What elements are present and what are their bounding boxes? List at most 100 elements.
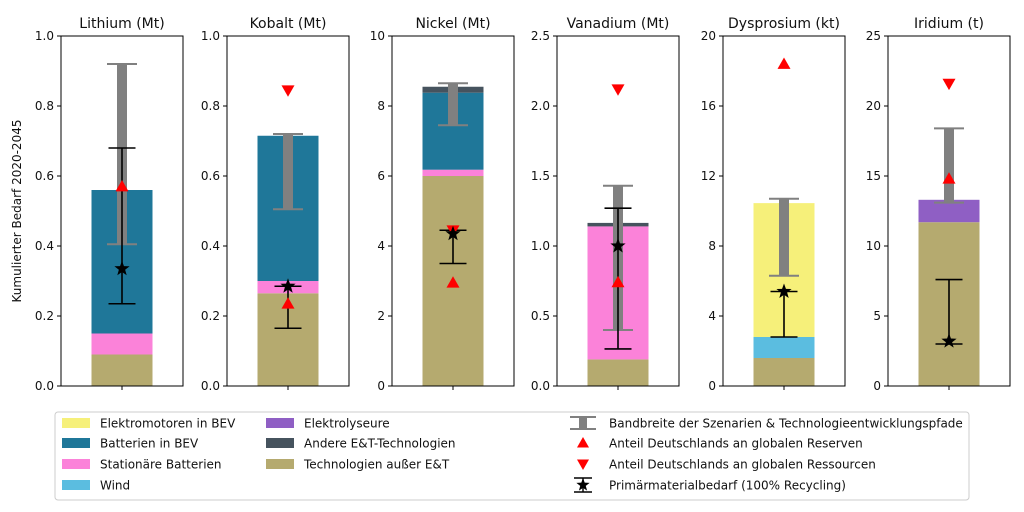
y-tick-label: 0 bbox=[708, 379, 716, 393]
y-tick-label: 0.2 bbox=[201, 309, 220, 323]
y-tick-label: 0.5 bbox=[531, 309, 550, 323]
bar-segment-station-re-batterien bbox=[91, 333, 153, 355]
panel-title: Lithium (Mt) bbox=[79, 16, 164, 32]
panel-iridium-t: 0 5 10 15 20 25 Iridium (t) bbox=[866, 16, 1011, 393]
range-band bbox=[448, 83, 458, 126]
y-tick-label: 4 bbox=[708, 309, 716, 323]
y-tick-label: 12 bbox=[701, 169, 716, 183]
y-axis-label: Kumulierter Bedarf 2020-2045 bbox=[10, 120, 24, 303]
y-tick-label: 8 bbox=[377, 99, 385, 113]
legend-label: Elektromotoren in BEV bbox=[100, 417, 236, 431]
y-tick-label: 0.4 bbox=[201, 239, 220, 253]
legend-swatch bbox=[266, 459, 294, 469]
resources-marker bbox=[942, 78, 956, 91]
primary-star bbox=[280, 278, 296, 293]
reserves-marker bbox=[942, 172, 956, 184]
panel-vanadium-mt: 0.0 0.5 1.0 1.5 2.0 2.5 Vanadium (Mt) bbox=[531, 16, 680, 393]
legend-label: Technologien außer E&T bbox=[303, 458, 450, 472]
legend-resources-marker bbox=[577, 459, 589, 470]
reserves-marker bbox=[777, 57, 791, 69]
legend-label: Batterien in BEV bbox=[100, 437, 199, 451]
legend-swatch bbox=[266, 438, 294, 448]
primary-star bbox=[114, 260, 130, 276]
panel-title: Nickel (Mt) bbox=[415, 16, 490, 32]
legend-item-anteil-deutschlands-an-globalen-reserven: Anteil Deutschlands an globalen Reserven bbox=[577, 437, 863, 451]
y-tick-label: 6 bbox=[377, 169, 385, 183]
panel-title: Iridium (t) bbox=[914, 16, 984, 32]
panel-nickel-mt: 0 2 4 6 8 10 Nickel (Mt) bbox=[370, 16, 515, 393]
y-tick-label: 4 bbox=[377, 239, 385, 253]
range-band bbox=[944, 128, 954, 203]
bar-segment-technologien-au-er-e-t bbox=[587, 359, 649, 386]
y-tick-label: 2.5 bbox=[531, 29, 550, 43]
legend-item-prim-rmaterialbedarf-100-recycling: Primärmaterialbedarf (100% Recycling) bbox=[574, 477, 846, 493]
legend-item-elektromotoren-in-bev: Elektromotoren in BEV bbox=[62, 417, 236, 431]
legend-label: Anteil Deutschlands an globalen Reserven bbox=[609, 437, 863, 451]
reserves-marker bbox=[446, 276, 460, 288]
legend-swatch bbox=[62, 418, 90, 428]
bar-segment-technologien-au-er-e-t bbox=[91, 354, 153, 386]
y-tick-label: 15 bbox=[866, 169, 881, 183]
y-tick-label: 0.6 bbox=[201, 169, 220, 183]
legend-swatch bbox=[62, 438, 90, 448]
y-tick-label: 0.4 bbox=[35, 239, 54, 253]
y-tick-label: 25 bbox=[866, 29, 881, 43]
legend-label: Primärmaterialbedarf (100% Recycling) bbox=[609, 479, 846, 493]
legend-item-andere-e-t-technologien: Andere E&T-Technologien bbox=[266, 437, 456, 451]
legend-label: Bandbreite der Szenarien & Technologieen… bbox=[609, 417, 963, 431]
y-tick-label: 0.2 bbox=[35, 309, 54, 323]
reserves-marker bbox=[115, 180, 129, 192]
y-tick-label: 0.0 bbox=[201, 379, 220, 393]
legend-item-elektrolyseure: Elektrolyseure bbox=[266, 417, 390, 431]
y-tick-label: 10 bbox=[866, 239, 881, 253]
legend-box bbox=[54, 411, 970, 501]
primary-star bbox=[941, 333, 957, 348]
resources-marker bbox=[611, 84, 625, 96]
bar-segment-station-re-batterien bbox=[422, 169, 484, 176]
y-tick-label: 0.8 bbox=[35, 99, 54, 113]
y-tick-label: 2.0 bbox=[531, 99, 550, 113]
range-band bbox=[779, 198, 789, 276]
y-tick-label: 1.0 bbox=[531, 239, 550, 253]
y-tick-label: 0 bbox=[377, 379, 385, 393]
legend-reserves-marker bbox=[577, 437, 589, 448]
y-tick-label: 2 bbox=[377, 309, 385, 323]
legend-item-batterien-in-bev: Batterien in BEV bbox=[62, 437, 199, 451]
legend-swatch bbox=[62, 459, 90, 469]
panel-dysprosium-kt: 0 4 8 12 16 20 Dysprosium (kt) bbox=[701, 16, 846, 393]
y-tick-label: 5 bbox=[873, 309, 881, 323]
y-tick-label: 0.0 bbox=[35, 379, 54, 393]
panel-lithium-mt: 0.0 0.2 0.4 0.6 0.8 1.0 Lithium (Mt) bbox=[35, 16, 184, 393]
y-tick-label: 0.8 bbox=[201, 99, 220, 113]
y-tick-label: 20 bbox=[701, 29, 716, 43]
primary-star bbox=[610, 238, 626, 253]
bar-segment-wind bbox=[753, 337, 815, 358]
legend-item-station-re-batterien: Stationäre Batterien bbox=[62, 458, 222, 472]
y-tick-label: 1.0 bbox=[201, 29, 220, 43]
bar-segment-technologien-au-er-e-t bbox=[753, 358, 815, 386]
y-tick-label: 0.0 bbox=[531, 379, 550, 393]
y-tick-label: 8 bbox=[708, 239, 716, 253]
range-band bbox=[283, 134, 293, 210]
y-tick-label: 0.6 bbox=[35, 169, 54, 183]
legend-label: Wind bbox=[100, 479, 130, 493]
y-tick-label: 16 bbox=[701, 99, 716, 113]
legend-label: Stationäre Batterien bbox=[100, 458, 222, 472]
legend-item-bandbreite-der-szenarien-technologieentwicklungspfade: Bandbreite der Szenarien & Technologieen… bbox=[570, 416, 963, 431]
legend-star-marker bbox=[576, 478, 590, 491]
y-tick-label: 1.0 bbox=[35, 29, 54, 43]
legend-swatch bbox=[62, 480, 90, 490]
reserves-marker bbox=[611, 275, 625, 288]
legend-swatch bbox=[266, 418, 294, 428]
legend-item-technologien-au-er-e-t: Technologien außer E&T bbox=[266, 458, 450, 472]
primary-star bbox=[445, 225, 461, 241]
bar-segment-elektrolyseure bbox=[918, 199, 980, 223]
legend-item-anteil-deutschlands-an-globalen-ressourcen: Anteil Deutschlands an globalen Ressourc… bbox=[577, 458, 876, 472]
reserves-marker bbox=[281, 297, 295, 309]
legend: Elektromotoren in BEV Batterien in BEV Sta… bbox=[54, 411, 970, 501]
y-tick-label: 1.5 bbox=[531, 169, 550, 183]
y-tick-label: 20 bbox=[866, 99, 881, 113]
legend-range-marker bbox=[579, 417, 587, 429]
